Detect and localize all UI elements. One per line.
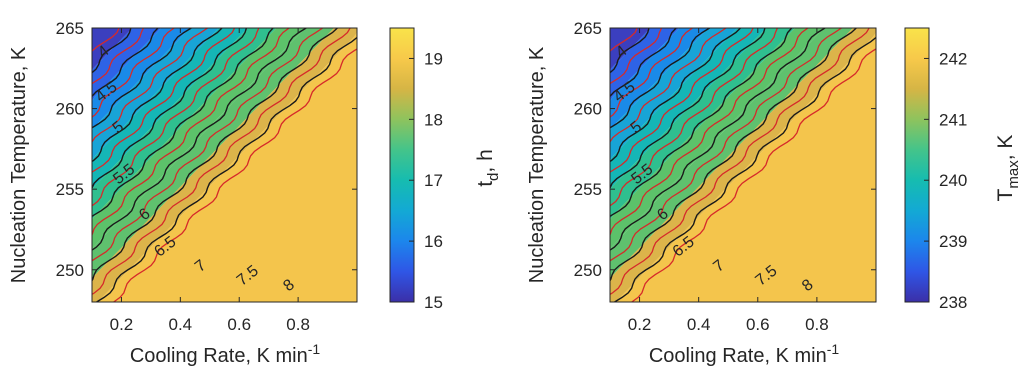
y-axis-label: Nucleation Temperature, K (526, 46, 548, 283)
contour-line-7 (610, 28, 826, 251)
x-tick-label: 0.4 (687, 315, 711, 334)
plot-frame (609, 27, 877, 303)
colorbar: 238 239 240 241 242 Tmax, K (904, 27, 1022, 312)
colorbar-label: Tmax, K (994, 135, 1022, 202)
contour-fill-area: 44.555.566.57 7.5 8 (92, 28, 357, 302)
x-tick-label: 0.2 (110, 315, 134, 334)
contour-red-line-1 (610, 28, 693, 118)
contour-line-8 (614, 36, 876, 302)
contour-red-line-6 (610, 28, 842, 262)
contour-line-5 (92, 28, 192, 129)
colorbar-tick-label: 16 (424, 232, 443, 251)
x-axis-label: Cooling Rate, K min-1 (130, 341, 321, 367)
contour-red-line-7 (610, 28, 870, 296)
contour-line-5 (610, 28, 710, 129)
contour-red-line-2 (92, 28, 208, 144)
contour-band-4 (610, 28, 767, 302)
contour-band-4 (92, 28, 248, 302)
plot-frame (91, 27, 358, 303)
contour-panel-1: 44.555.566.57 7.5 8 0.2 0.4 0.6 0.8 250 255 260 26… (8, 19, 502, 367)
contour-band-5 (92, 28, 277, 302)
colorbar-gradient (904, 27, 930, 303)
contour-red-line-4 (610, 28, 778, 207)
colorbar-tick-label: 240 (939, 171, 967, 190)
contour-band-2 (610, 28, 709, 302)
colorbar-tick-label: 241 (939, 110, 967, 129)
y-tick-label: 265 (574, 19, 602, 38)
contour-red-line-8 (631, 48, 876, 302)
contour-fill-area: 44.555.566.57 7.5 8 (610, 28, 876, 302)
y-tick-label: 255 (56, 180, 84, 199)
colorbar-tick-label: 239 (939, 232, 967, 251)
contour-band-8 (610, 28, 876, 302)
contour-red-line-1 (92, 28, 175, 118)
contour-line-4.5 (610, 28, 677, 98)
colorbar-label: td, h (474, 149, 502, 187)
x-tick-label: 0.8 (805, 315, 829, 334)
contour-line-7 (92, 28, 307, 251)
x-tick-label: 0.8 (286, 315, 310, 334)
contour-red-line-4 (92, 28, 260, 207)
y-tick-label: 265 (56, 19, 84, 38)
contour-red-line-6 (92, 28, 324, 262)
x-tick-label: 0.4 (169, 315, 193, 334)
contour-band-3 (92, 28, 219, 302)
contour-line-6.5 (92, 28, 274, 218)
x-axis-label: Cooling Rate, K min-1 (649, 341, 840, 367)
contour-band-2 (92, 28, 190, 302)
y-tick-label: 260 (574, 100, 602, 119)
colorbar-tick-label: 242 (939, 49, 967, 68)
contour-line-6 (610, 28, 766, 191)
contour-band-9 (97, 28, 357, 302)
contour-red-line-2 (610, 28, 727, 144)
contour-line-5.5 (610, 28, 741, 163)
y-tick-label: 255 (574, 180, 602, 199)
contour-line-4 (610, 28, 650, 74)
y-tick-label: 250 (574, 261, 602, 280)
contour-band-0 (610, 28, 651, 302)
y-tick-label: 260 (56, 100, 84, 119)
contour-line-6.5 (610, 28, 793, 218)
contour-red-line-5 (92, 28, 290, 237)
contour-line-4.5 (92, 28, 159, 98)
contour-band-8 (92, 28, 357, 302)
contour-band-3 (610, 28, 738, 302)
colorbar-tick-label: 15 (424, 293, 443, 312)
y-tick-label: 250 (56, 261, 84, 280)
contour-line-6 (92, 28, 248, 191)
contour-line-8 (96, 36, 357, 302)
contour-red-line-0 (610, 28, 663, 85)
contour-red-line-0 (92, 28, 144, 85)
x-tick-label: 0.6 (227, 315, 251, 334)
contour-line-5.5 (92, 28, 223, 163)
contour-red-line-7 (92, 28, 351, 296)
colorbar-gradient (389, 27, 415, 303)
contour-red-line-5 (610, 28, 809, 237)
contour-red-line-3 (610, 28, 754, 173)
contour-line-7.5 (610, 28, 857, 282)
colorbar-tick-label: 238 (939, 293, 967, 312)
y-axis-label: Nucleation Temperature, K (8, 46, 30, 283)
contour-red-line-8 (113, 48, 357, 302)
contour-band-0 (92, 28, 133, 302)
x-tick-label: 0.2 (628, 315, 652, 334)
colorbar: 15 16 17 18 19 td, h (389, 27, 502, 312)
contour-line-7.5 (92, 28, 338, 282)
colorbar-tick-label: 18 (424, 110, 443, 129)
x-tick-label: 0.6 (746, 315, 770, 334)
contour-band-5 (610, 28, 795, 302)
contour-red-line-3 (92, 28, 236, 173)
colorbar-tick-label: 19 (424, 49, 443, 68)
contour-band-9 (615, 28, 876, 302)
colorbar-tick-label: 17 (424, 171, 443, 190)
contour-panel-2: 44.555.566.57 7.5 8 0.2 0.4 0.6 0.8 250 255 260 26… (526, 19, 1022, 367)
